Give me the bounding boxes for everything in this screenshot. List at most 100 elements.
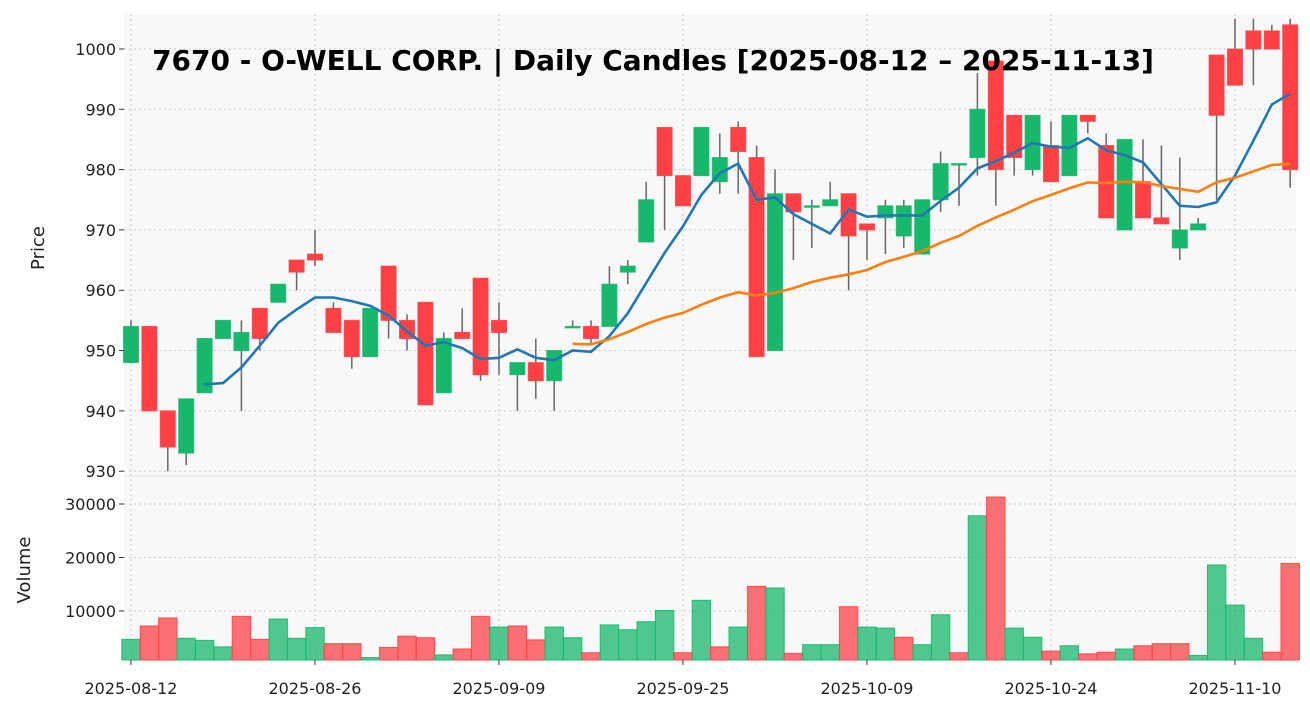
volume-bar: [986, 496, 1006, 661]
candle-body: [748, 157, 765, 358]
candle-body: [895, 205, 912, 237]
candle-body: [546, 350, 563, 382]
volume-bar: [158, 617, 178, 661]
candle-body: [178, 398, 195, 454]
price-tick-label: 960: [85, 281, 116, 300]
volume-tick-label: 20000: [65, 548, 116, 567]
candle-body: [914, 199, 931, 255]
axis-ticks: 930 940 950 960 970 980 990 1000 10000 20000 30000…: [65, 40, 1281, 698]
volume-bar: [434, 654, 454, 661]
candle-body: [1190, 223, 1207, 231]
candle-body: [1153, 217, 1170, 225]
volume-bar: [581, 652, 601, 661]
volume-bar: [470, 615, 491, 661]
volume-bar: [1170, 643, 1190, 661]
x-tick-label: 2025-09-25: [637, 679, 730, 698]
volume-bar: [783, 652, 804, 661]
candle-body: [822, 199, 839, 207]
candle-body: [1171, 229, 1188, 249]
candle-body: [509, 362, 526, 376]
price-tick-label: 940: [85, 402, 116, 421]
volume-bar: [489, 626, 509, 661]
candle-body: [619, 265, 636, 273]
candle-body: [675, 175, 691, 207]
candle-body: [1043, 144, 1059, 183]
candle-body: [969, 108, 986, 159]
volume-bar: [1004, 627, 1024, 661]
price-tick-label: 950: [85, 342, 116, 361]
candle-body: [656, 126, 673, 177]
price-tick-label: 930: [85, 462, 116, 481]
candle-body: [638, 199, 655, 243]
candle-body: [343, 319, 360, 358]
candle-body: [307, 253, 323, 261]
candle-body: [380, 265, 397, 321]
volume-bar: [139, 625, 160, 661]
volume-bar: [231, 615, 252, 661]
x-tick-label: 2025-11-10: [1189, 679, 1282, 698]
volume-bar: [1243, 637, 1264, 661]
candle-body: [859, 223, 875, 231]
volume-bar: [176, 637, 196, 661]
volume-bar: [618, 629, 638, 661]
price-tick-label: 980: [85, 161, 116, 180]
volume-bar: [949, 652, 969, 661]
volume-bar: [323, 643, 344, 661]
candle-body: [803, 205, 820, 208]
candle-body: [123, 325, 139, 364]
chart-title: 7670 - O-WELL CORP. | Daily Candles [202…: [152, 44, 1154, 77]
volume-bar: [1262, 651, 1282, 661]
candle-body: [196, 337, 213, 394]
volume-bar: [268, 618, 288, 661]
candle-body: [251, 307, 268, 339]
volume-bar: [802, 644, 822, 661]
volume-bar: [894, 636, 914, 661]
volume-bar: [1114, 648, 1135, 661]
candle-body: [325, 307, 342, 333]
candle-body: [1227, 48, 1243, 86]
volume-bar: [691, 599, 712, 661]
candle-body: [1135, 181, 1151, 219]
candle-body: [141, 325, 158, 412]
candle-body: [1208, 54, 1225, 116]
candle-body: [159, 410, 176, 448]
volume-bar: [415, 637, 436, 661]
volume-bar: [1225, 604, 1245, 661]
volume-bar: [250, 638, 270, 661]
volume-bar: [1022, 636, 1043, 661]
x-tick-label: 2025-08-12: [85, 679, 178, 698]
volume-bar: [342, 643, 362, 661]
volume-bar: [286, 637, 307, 661]
price-tick-label: 990: [85, 100, 116, 119]
candle-body: [491, 319, 507, 333]
volume-bar: [1078, 653, 1098, 661]
price-axis-label: Price: [28, 226, 49, 270]
volume-bar: [765, 587, 785, 661]
price-panel-background: [124, 14, 1296, 476]
volume-bar: [360, 657, 380, 661]
candle-body: [435, 337, 452, 394]
moving-average-lines: [204, 92, 1291, 386]
volume-bar: [912, 644, 932, 661]
candle-body: [362, 307, 379, 358]
volume-tick-label: 30000: [65, 495, 116, 514]
candle-body: [215, 319, 231, 339]
volume-bar: [710, 646, 730, 661]
candle-body: [1079, 114, 1096, 122]
volume-bar: [673, 652, 693, 661]
candle-body: [527, 362, 544, 382]
x-tick-label: 2025-10-09: [821, 679, 914, 698]
price-tick-label: 970: [85, 221, 116, 240]
candle-body: [454, 331, 471, 339]
volume-tick-label: 10000: [65, 602, 116, 621]
volume-bar: [452, 648, 472, 661]
price-tick-label: 1000: [75, 40, 116, 59]
candle-body: [417, 301, 434, 406]
volume-bar: [728, 626, 748, 661]
candle-body: [270, 283, 287, 303]
candle-body: [840, 193, 857, 237]
volume-bar: [636, 621, 656, 661]
volume-bar: [1059, 645, 1080, 661]
volume-bar: [599, 624, 620, 661]
